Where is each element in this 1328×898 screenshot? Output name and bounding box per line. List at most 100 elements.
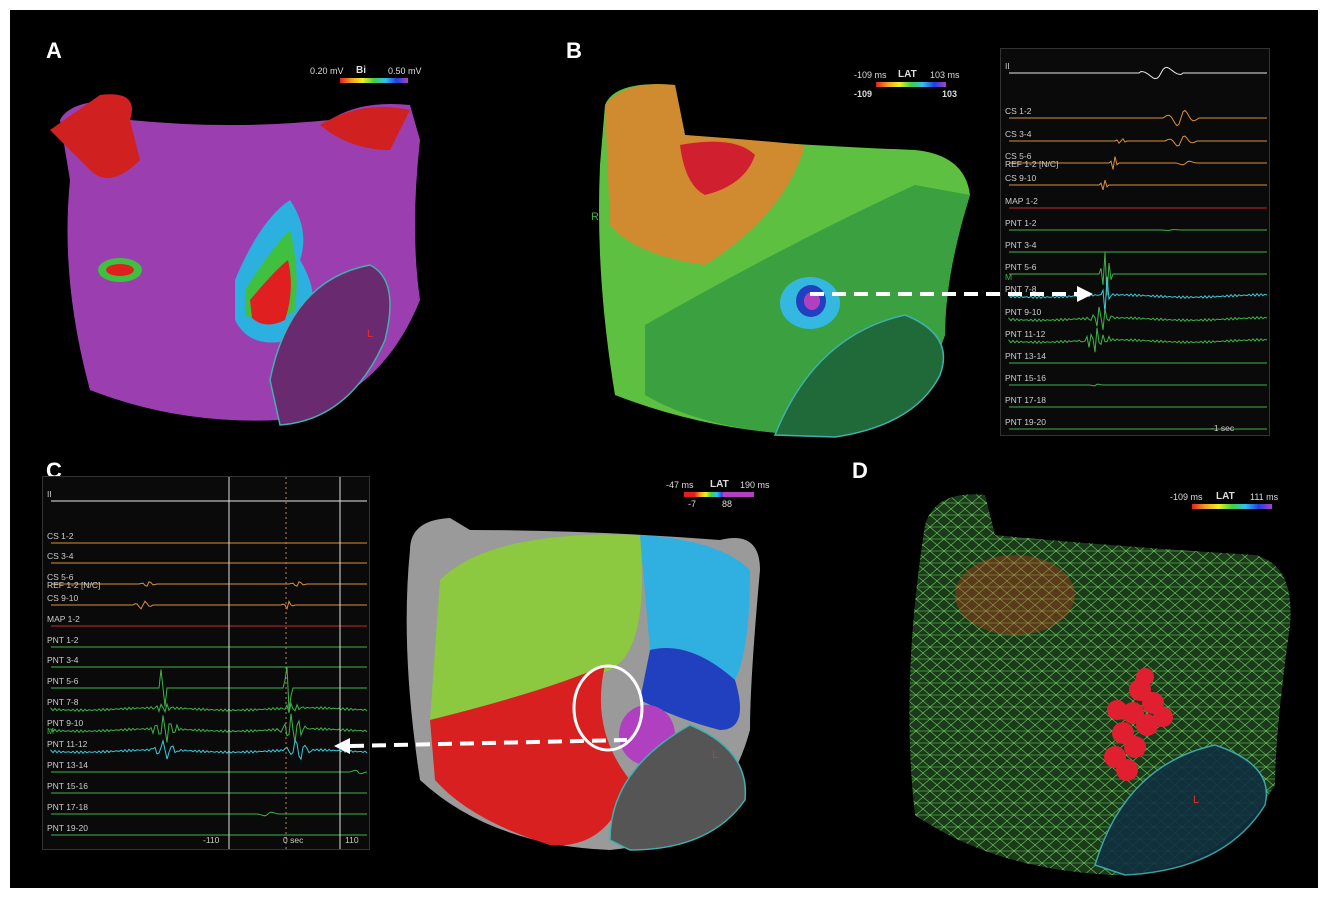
- trace-label: PNT 19-20: [47, 823, 88, 833]
- legend-high: 88: [722, 499, 733, 509]
- panel-d-label: D: [852, 458, 868, 483]
- trace-waveform: [50, 738, 368, 761]
- panel-a-label: A: [46, 38, 62, 63]
- trace-label: CS 9-10: [47, 593, 79, 603]
- trace-label: PNT 15-16: [1005, 373, 1046, 383]
- marker-r: R: [591, 211, 599, 223]
- trace-label: II: [1005, 61, 1010, 71]
- trace-label: PNT 3-4: [1005, 240, 1037, 250]
- trace-label: PNT 9-10: [47, 718, 84, 728]
- trace-label: CS 3-4: [47, 551, 74, 561]
- arrow-to-egm-b: [810, 286, 1093, 302]
- legend-colorbar: [1192, 504, 1272, 509]
- legend-min: -109 ms: [854, 70, 887, 80]
- trace-waveform: [51, 581, 367, 587]
- trace-waveform: [1009, 383, 1267, 387]
- trace-label: PNT 1-2: [1005, 218, 1037, 228]
- trace-waveform: [1008, 276, 1268, 314]
- trace-label: PNT 11-12: [47, 739, 88, 749]
- trace-waveform: [51, 811, 367, 817]
- voltage-map-heart: L: [50, 94, 420, 426]
- catheter-marker-l: L: [1193, 794, 1199, 806]
- marker-m: M: [1005, 272, 1013, 282]
- legend-low: -109: [854, 89, 873, 99]
- legend-colorbar: [340, 78, 408, 83]
- trace-waveform: [1009, 179, 1267, 191]
- legend-max: 103 ms: [930, 70, 960, 80]
- voltage-legend: 0.20 mV Bi 0.50 mV: [310, 65, 422, 96]
- legend-max: 0.50 mV: [388, 66, 422, 76]
- trace-waveform: [1009, 156, 1267, 170]
- legend-min: -109 ms: [1170, 492, 1203, 502]
- time-axis-label-right: 110: [345, 835, 359, 845]
- legend-colorbar: [684, 492, 754, 497]
- legend-title: LAT: [898, 69, 917, 80]
- trace-waveform: [1009, 252, 1267, 296]
- trace-label: CS 5-6: [1005, 151, 1032, 161]
- trace-label: PNT 5-6: [1005, 262, 1037, 272]
- legend-title: Bi: [356, 65, 366, 76]
- marker-m: M: [47, 726, 55, 736]
- trace-waveform: [51, 769, 368, 775]
- trace-waveform: [1009, 109, 1267, 127]
- lat-legend-c: -47 ms LAT 190 ms -7 88: [666, 479, 786, 514]
- lat-legend-b: -109 ms LAT 103 ms -109 103: [854, 69, 974, 104]
- trace-label: PNT 13-14: [1005, 351, 1046, 361]
- ablation-lesions: [1104, 668, 1173, 781]
- trace-waveform: [50, 701, 368, 714]
- legend-title: LAT: [1216, 491, 1235, 502]
- catheter-marker-l: L: [712, 749, 718, 761]
- trace-label: REF 1-2 [N/C]: [47, 580, 101, 590]
- electrogram-panel-b: II CS 1-2 CS 3-4 CS 5-6 REF 1-2 [N/C] CS 9-10…: [1000, 48, 1270, 436]
- arrow-to-egm-c: [334, 738, 628, 754]
- lat-map-heart-c: L: [406, 518, 760, 851]
- trace-waveform: [1009, 66, 1267, 80]
- lat-map-heart-b: R: [591, 84, 970, 438]
- trace-label: PNT 9-10: [1005, 307, 1042, 317]
- trace-label: CS 5-6: [47, 572, 74, 582]
- legend-min: 0.20 mV: [310, 66, 344, 76]
- trace-label: REF 1-2 [N/C]: [1005, 159, 1059, 169]
- trace-waveform: [1009, 135, 1267, 147]
- catheter-marker-l: L: [367, 328, 373, 340]
- legend-max: 190 ms: [740, 480, 770, 490]
- trace-label: PNT 7-8: [1005, 284, 1037, 294]
- time-axis-label-center: 0 sec: [283, 835, 304, 845]
- trace-label: CS 3-4: [1005, 129, 1032, 139]
- trace-label: CS 1-2: [1005, 106, 1032, 116]
- legend-colorbar: [876, 82, 946, 87]
- trace-label: PNT 19-20: [1005, 417, 1046, 427]
- trace-label: PNT 13-14: [47, 760, 88, 770]
- legend-max: 111 ms: [1250, 492, 1279, 502]
- trace-waveform: [1008, 306, 1268, 330]
- figure: A 0.20 mV Bi 0.50 mV L B -109 ms LAT 103…: [10, 10, 1318, 888]
- trace-waveform: [51, 666, 367, 710]
- trace-label: CS 1-2: [47, 531, 74, 541]
- trace-waveform: [1009, 229, 1267, 231]
- trace-label: PNT 17-18: [1005, 395, 1046, 405]
- trace-label: PNT 11-12: [1005, 329, 1046, 339]
- legend-high: 103: [942, 89, 958, 99]
- trace-label: PNT 15-16: [47, 781, 88, 791]
- trace-label: PNT 1-2: [47, 635, 79, 645]
- electrogram-panel-c: II CS 1-2 CS 3-4 CS 5-6 REF 1-2 [N/C] CS 9-10…: [42, 476, 370, 850]
- time-axis-label-left: -110: [203, 835, 220, 845]
- trace-waveform: [1008, 327, 1268, 353]
- trace-waveform: [50, 713, 368, 743]
- panel-b-label: B: [566, 38, 582, 63]
- lat-legend-d: -109 ms LAT 111 ms: [1170, 491, 1290, 512]
- trace-label: PNT 3-4: [47, 655, 79, 665]
- trace-waveform: [51, 599, 367, 611]
- trace-label: MAP 1-2: [1005, 196, 1038, 206]
- trace-label: CS 9-10: [1005, 173, 1037, 183]
- mesh-map-heart-d: L: [909, 494, 1291, 876]
- time-scale-label: -1 sec: [1211, 423, 1235, 433]
- trace-label: PNT 7-8: [47, 697, 79, 707]
- trace-label: PNT 5-6: [47, 676, 79, 686]
- trace-label: PNT 17-18: [47, 802, 88, 812]
- legend-title: LAT: [710, 479, 729, 490]
- trace-label: II: [47, 489, 52, 499]
- trace-label: MAP 1-2: [47, 614, 80, 624]
- legend-min: -47 ms: [666, 480, 694, 490]
- legend-low: -7: [688, 499, 697, 509]
